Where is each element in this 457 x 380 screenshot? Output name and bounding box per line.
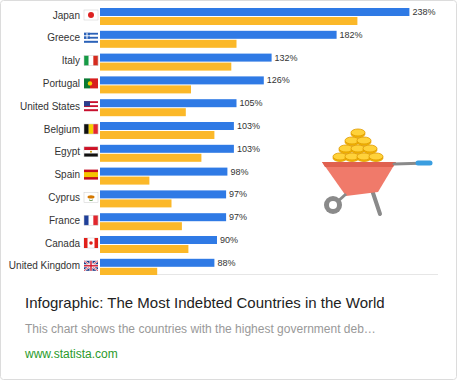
flag-icon	[84, 238, 98, 248]
bar	[100, 8, 409, 16]
category-label: United Kingdom	[9, 260, 80, 271]
flag-icon	[84, 10, 98, 20]
data-label: 132%	[275, 53, 298, 63]
bar	[100, 199, 172, 207]
bar	[100, 245, 188, 253]
data-label: 88%	[217, 258, 235, 268]
bar	[100, 168, 227, 176]
category-label: Spain	[54, 169, 80, 180]
bar	[100, 76, 264, 84]
category-label: Cyprus	[48, 192, 80, 203]
bars	[100, 8, 409, 275]
root: Japan Greece Italy Portugal United States Bel…	[0, 0, 457, 380]
bar	[100, 85, 191, 93]
card-border	[1, 1, 457, 380]
bar	[100, 145, 234, 153]
bar	[100, 177, 149, 185]
flag-icon	[84, 215, 98, 225]
category-label: Italy	[62, 55, 80, 66]
bar	[100, 99, 237, 107]
flag-icon	[84, 261, 98, 271]
data-label: 90%	[220, 235, 238, 245]
bar	[100, 40, 237, 48]
data-label: 238%	[412, 7, 435, 17]
bar	[100, 63, 231, 71]
flag-icon	[84, 147, 98, 157]
card-source: www.statista.com	[24, 347, 118, 361]
bar	[100, 190, 226, 198]
data-label: 97%	[229, 189, 247, 199]
flag-icon	[84, 101, 98, 111]
data-labels: 238% 182% 132% 126% 105% 103% 103% 98% 97% 97% 90%…	[217, 7, 435, 268]
bar	[100, 259, 214, 267]
data-label: 97%	[229, 212, 247, 222]
bar	[100, 131, 214, 139]
wheelbarrow-illustration	[322, 129, 430, 214]
category-label: Belgium	[44, 124, 80, 135]
flag-icon	[84, 56, 98, 66]
flag-icon	[84, 33, 98, 43]
data-label: 182%	[340, 30, 363, 40]
bar	[100, 122, 234, 130]
flag-icon	[84, 192, 98, 202]
card-description: This chart shows the countries with the …	[25, 322, 376, 336]
category-label: Egypt	[54, 146, 80, 157]
background	[0, 0, 457, 380]
flag-icon	[84, 170, 98, 180]
bar	[100, 154, 201, 162]
category-label: Japan	[53, 10, 80, 21]
bar	[100, 54, 272, 62]
category-label: Canada	[45, 238, 80, 249]
data-label: 105%	[240, 98, 263, 108]
bar	[100, 17, 357, 25]
bar	[100, 108, 186, 116]
data-label: 103%	[237, 144, 260, 154]
bar	[100, 222, 182, 230]
chart-svg: Japan Greece Italy Portugal United States Bel…	[0, 0, 457, 380]
category-label: Portugal	[43, 78, 80, 89]
data-label: 98%	[230, 167, 248, 177]
flag-icon	[84, 124, 98, 134]
card-title: Infographic: The Most Indebted Countries…	[25, 294, 385, 311]
category-label: France	[49, 215, 81, 226]
category-label: Greece	[47, 32, 80, 43]
bar	[100, 268, 157, 275]
bar	[100, 236, 217, 244]
bar	[100, 213, 226, 221]
bar	[100, 31, 337, 39]
data-label: 103%	[237, 121, 260, 131]
flag-icon	[84, 78, 98, 88]
category-label: United States	[20, 101, 80, 112]
data-label: 126%	[267, 75, 290, 85]
